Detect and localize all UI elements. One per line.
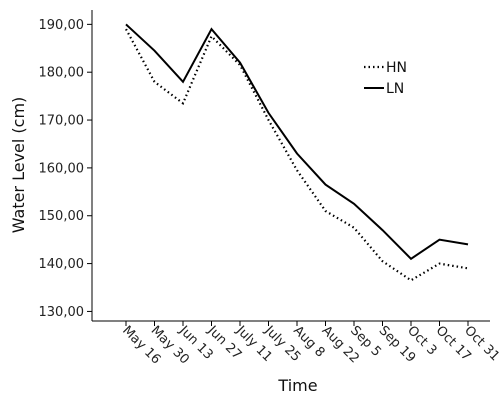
- y-tick-label: 140,00: [39, 257, 85, 272]
- y-tick-label: 130,00: [39, 305, 85, 320]
- legend-label-hn: HN: [386, 60, 407, 76]
- series-line-ln: [125, 23, 469, 261]
- y-tick-label: 170,00: [39, 114, 85, 129]
- y-tick-label: 150,00: [39, 209, 85, 224]
- series-lines: [125, 23, 469, 282]
- y-tick-label: 180,00: [39, 66, 85, 81]
- x-axis-title: Time: [277, 376, 317, 395]
- legend: HN LN: [364, 60, 407, 97]
- axes: [91, 10, 490, 322]
- series-line-hn: [125, 28, 469, 282]
- legend-label-ln: LN: [386, 81, 404, 97]
- y-tick-label: 190,00: [39, 18, 85, 33]
- y-tick-label: 160,00: [39, 161, 85, 176]
- y-axis-title: Water Level (cm): [9, 97, 28, 234]
- y-axis-ticks: 130,00 140,00 150,00 160,00 170,00 180,00 190,…: [39, 18, 92, 320]
